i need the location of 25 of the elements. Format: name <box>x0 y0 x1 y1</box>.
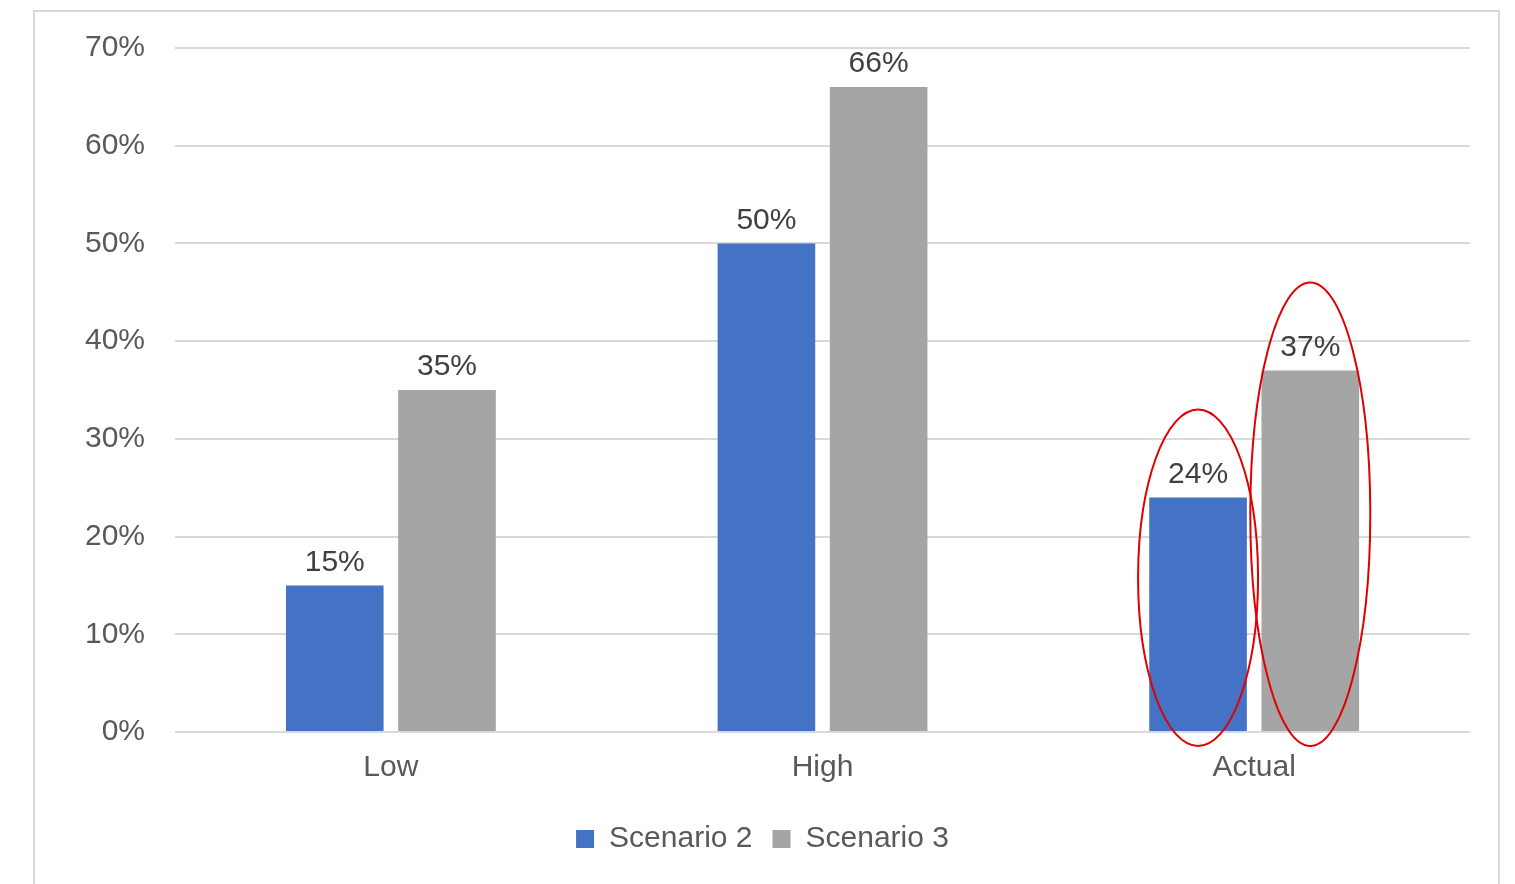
y-tick-label: 10% <box>85 615 146 649</box>
bar <box>717 243 816 731</box>
y-tick-label: 50% <box>85 224 146 258</box>
y-tick-label: 40% <box>85 322 146 356</box>
y-tick-label: 70% <box>85 29 146 63</box>
y-tick-label: 30% <box>85 420 146 454</box>
bar <box>1149 497 1247 731</box>
x-tick-label: Low <box>363 749 419 783</box>
data-label: 15% <box>304 543 365 577</box>
data-label: 50% <box>736 201 797 235</box>
bar <box>398 390 496 731</box>
y-tick-label: 60% <box>85 126 146 160</box>
data-label: 37% <box>1280 328 1341 362</box>
x-tick-label: Actual <box>1212 749 1296 783</box>
bar <box>1261 370 1360 731</box>
y-tick-label: 20% <box>85 517 146 551</box>
legend-label: Scenario 2 <box>609 820 753 854</box>
bar <box>285 585 384 731</box>
data-label: 35% <box>416 348 478 382</box>
data-label: 24% <box>1168 455 1229 489</box>
data-label: 66% <box>848 45 909 79</box>
bar <box>829 87 928 731</box>
legend-label: Scenario 3 <box>805 820 949 854</box>
y-tick-label: 0% <box>101 713 146 747</box>
x-tick-label: High <box>791 749 854 783</box>
